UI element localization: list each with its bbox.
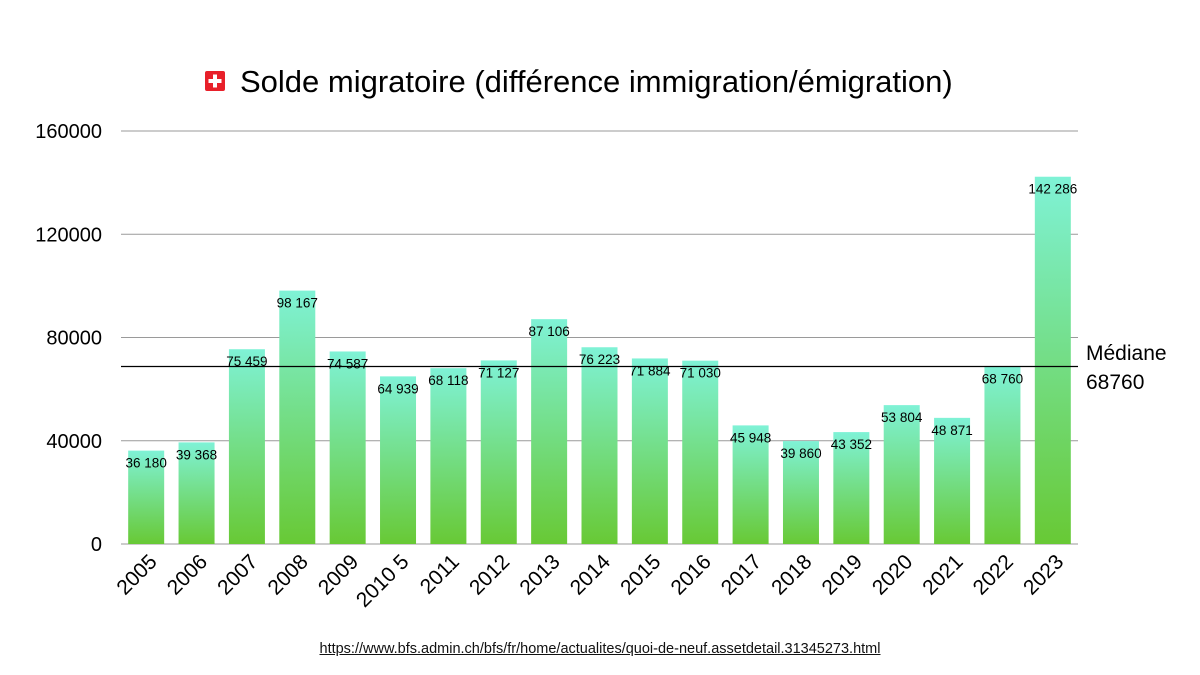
bar: [984, 366, 1021, 544]
x-tick-label: 2005: [112, 550, 161, 599]
bar-value-label: 71 030: [680, 366, 721, 381]
bar: [682, 360, 719, 544]
x-tick-label: 2012: [465, 550, 514, 599]
bar-value-label: 53 804: [881, 410, 923, 425]
x-tick-label: 2020: [868, 550, 917, 599]
x-tick-label: 2008: [264, 550, 313, 599]
y-tick-label: 120000: [35, 224, 102, 246]
x-tick-label: 2013: [515, 550, 564, 599]
bar: [782, 441, 819, 544]
bar-value-label: 68 118: [428, 373, 468, 388]
x-tick-label: 2018: [767, 550, 816, 599]
x-tick-label: 2010 5: [352, 550, 414, 612]
y-axis-ticks: 0 40000 80000 120000 160000: [35, 121, 102, 556]
source-link[interactable]: https://www.bfs.admin.ch/bfs/fr/home/act…: [319, 641, 881, 657]
bar: [833, 432, 870, 544]
bar-value-label: 98 167: [277, 296, 318, 311]
x-tick-label: 2023: [1019, 550, 1068, 599]
bar-value-label: 64 939: [377, 381, 418, 396]
x-tick-label: 2017: [717, 550, 766, 599]
bar: [883, 405, 920, 544]
bar: [228, 349, 265, 544]
x-tick-label: 2011: [416, 550, 464, 598]
y-tick-label: 0: [91, 534, 102, 556]
x-tick-label: 2015: [616, 550, 665, 599]
bar-value-label: 75 459: [226, 354, 267, 369]
bar: [430, 368, 467, 544]
bar: [380, 376, 417, 544]
x-tick-label: 2021: [918, 550, 967, 599]
chart-title: Solde migratoire (différence immigration…: [240, 64, 953, 99]
bar-value-label: 36 180: [126, 456, 167, 471]
bar-value-label: 39 860: [780, 446, 821, 461]
bar: [329, 351, 366, 544]
y-tick-label: 40000: [46, 431, 102, 453]
swiss-flag-icon: [205, 71, 225, 91]
bar: [934, 417, 971, 544]
bar: [581, 347, 618, 544]
x-tick-label: 2014: [566, 550, 616, 600]
x-tick-label: 2019: [818, 550, 867, 599]
bar-value-label: 71 127: [478, 365, 519, 380]
bar: [480, 360, 517, 544]
bar: [279, 290, 316, 544]
bar-value-label: 39 368: [176, 447, 217, 462]
bar-value-label: 71 884: [629, 363, 671, 378]
bar: [178, 442, 215, 544]
bar-value-label: 45 948: [730, 430, 771, 445]
source-link-container: https://www.bfs.admin.ch/bfs/fr/home/act…: [0, 641, 1200, 657]
bar-value-label: 76 223: [579, 352, 620, 367]
median-value: 68760: [1086, 371, 1144, 394]
bar-value-label: 74 587: [327, 356, 368, 371]
bar: [531, 319, 568, 544]
x-tick-label: 2016: [666, 550, 715, 599]
bars: [128, 176, 1071, 545]
bar-value-labels: 36 180 39 368 75 459 98 167 74 587 64 939 68 1…: [126, 182, 1078, 471]
x-tick-label: 2006: [163, 550, 212, 599]
x-tick-label: 2007: [213, 550, 262, 599]
bar: [1034, 176, 1071, 545]
bar-value-label: 142 286: [1028, 182, 1077, 197]
bar-value-label: 48 871: [931, 423, 972, 438]
bar-value-label: 87 106: [528, 324, 569, 339]
x-tick-label: 2022: [969, 550, 1018, 599]
bar: [631, 358, 668, 544]
bar-value-label: 43 352: [831, 437, 872, 452]
bar: [128, 450, 165, 544]
y-tick-label: 160000: [35, 121, 102, 143]
bar: [732, 425, 769, 544]
median-label: Médiane: [1086, 342, 1167, 365]
bar-value-label: 68 760: [982, 372, 1023, 387]
y-tick-label: 80000: [46, 328, 102, 350]
